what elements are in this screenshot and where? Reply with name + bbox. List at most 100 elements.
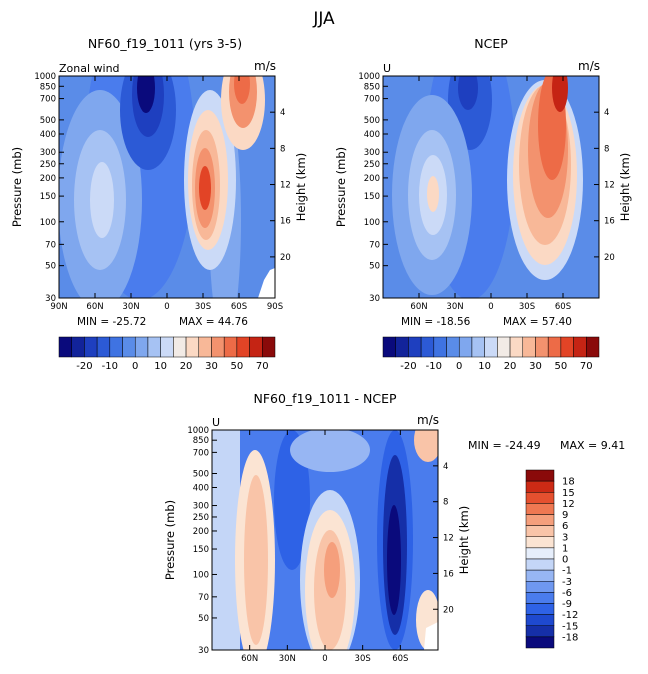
field-missing-terrain — [424, 622, 438, 650]
y-tick-label: 70 — [45, 240, 56, 250]
colorbar-label: -18 — [562, 632, 578, 643]
colorbar-swatch — [525, 525, 555, 537]
colorbar-swatch — [173, 336, 187, 358]
colorbar-swatch — [525, 514, 555, 526]
y-tick-label: 250 — [193, 513, 209, 523]
colorbar-swatch — [236, 336, 250, 358]
y2-tick-label: 8 — [604, 144, 609, 154]
field-nh-westerly-core — [427, 176, 439, 212]
colorbar-swatch — [525, 558, 555, 571]
y-tick-label: 100 — [40, 218, 56, 228]
colorbar-swatch — [147, 336, 161, 358]
field-nh-positive-core — [244, 475, 268, 645]
y-tick-label: 400 — [40, 130, 56, 140]
x-tick-label: 30N — [122, 302, 139, 312]
colorbar-swatch — [525, 592, 555, 604]
panel-obs-title: NCEP — [474, 36, 508, 51]
colorbar-label: -6 — [562, 588, 572, 599]
colorbar-swatch — [408, 336, 422, 358]
colorbar-label: 18 — [562, 477, 575, 488]
colorbar-swatch — [122, 336, 136, 358]
field-polar-positive-top — [414, 430, 438, 462]
panel-diff-field — [212, 430, 438, 650]
colorbar-swatch — [420, 336, 435, 358]
colorbar-swatch — [211, 336, 225, 358]
colorbar-label: 6 — [562, 521, 568, 532]
colorbar-swatch — [525, 614, 555, 626]
colorbar-swatch — [109, 336, 123, 358]
field-missing-terrain — [258, 268, 275, 298]
colorbar-label: 70 — [256, 361, 269, 372]
colorbar-label: 70 — [580, 361, 593, 372]
y-axis-title: Pressure (mb) — [10, 147, 24, 227]
y-tick-label: 100 — [193, 570, 209, 580]
y-tick-label: 250 — [364, 160, 380, 170]
field-sh-jet-core — [199, 166, 211, 210]
y2-tick-label: 4 — [280, 108, 285, 118]
colorbar-label: 20 — [180, 361, 193, 372]
x-tick-label: 60N — [241, 654, 258, 664]
y-axis-title: Pressure (mb) — [163, 500, 177, 580]
x-tick-label: 30N — [446, 302, 463, 312]
colorbar-label: 15 — [562, 488, 575, 499]
colorbar-swatch — [446, 336, 460, 358]
y-tick-label: 1000 — [34, 72, 56, 82]
y-tick-label: 400 — [364, 130, 380, 140]
field-strat-easterly-core — [458, 76, 478, 110]
y-tick-label: 500 — [40, 116, 56, 126]
colorbar-swatch — [262, 336, 276, 358]
colorbar-swatch — [547, 336, 562, 358]
colorbar-swatch — [525, 547, 555, 560]
y-tick-label: 850 — [193, 436, 209, 446]
colorbar-label: 9 — [562, 510, 568, 521]
colorbar-swatch — [497, 336, 511, 358]
colorbar-swatch — [96, 336, 111, 358]
colorbar-swatch — [58, 336, 72, 358]
colorbar-label: 30 — [205, 361, 218, 372]
field-sh-jet-core — [552, 76, 568, 112]
colorbar-label: 10 — [478, 361, 491, 372]
y-tick-label: 50 — [369, 262, 380, 272]
colorbar-swatch — [484, 336, 498, 358]
min-label: MIN = -25.72 — [77, 316, 146, 328]
y2-tick-label: 16 — [604, 217, 615, 227]
y-tick-label: 200 — [193, 527, 209, 537]
colorbar-swatch — [525, 581, 555, 593]
x-tick-label: 0 — [488, 302, 493, 312]
colorbar-label: -15 — [562, 621, 578, 632]
panel-obs-variable-label: U — [383, 62, 391, 75]
colorbar-swatch — [71, 336, 85, 358]
colorbar-label: 10 — [154, 361, 167, 372]
y-tick-label: 30 — [198, 646, 209, 656]
field-nh-highlat-band — [212, 430, 240, 650]
y-tick-label: 70 — [369, 240, 380, 250]
panel-model-field — [59, 76, 275, 298]
colorbar-swatch — [525, 480, 555, 493]
panel-obs-axes: 60N 30N 0 30S 60S 30 50 70 100 150 200 250 300 400 500… — [334, 72, 632, 328]
y-tick-label: 50 — [45, 262, 56, 272]
x-tick-label: 30S — [195, 302, 211, 312]
y-tick-label: 500 — [364, 116, 380, 126]
y-tick-label: 700 — [364, 95, 380, 105]
colorbar-swatch — [525, 503, 555, 515]
colorbar-label: -10 — [102, 361, 118, 372]
colorbar-swatch — [586, 336, 600, 358]
y2-tick-label: 8 — [280, 144, 285, 154]
y-tick-label: 850 — [40, 82, 56, 92]
colorbar-label: 50 — [231, 361, 244, 372]
panel-model-units: m/s — [254, 59, 276, 73]
panel-diff-units: m/s — [417, 413, 439, 427]
figure-title: JJA — [312, 9, 335, 29]
panel-diff-title: NF60_f19_1011 - NCEP — [253, 391, 396, 406]
colorbar-swatch — [560, 336, 574, 358]
colorbar-label: 12 — [562, 499, 575, 510]
colorbar-label: -1 — [562, 566, 572, 577]
colorbar-swatch — [535, 336, 549, 358]
colorbar-label: -20 — [76, 361, 92, 372]
colorbar-model: -20 -10 0 10 20 30 50 70 — [58, 336, 276, 372]
colorbar-swatch — [382, 336, 396, 358]
colorbar-swatch — [509, 336, 524, 358]
colorbar-label: 3 — [562, 532, 568, 543]
